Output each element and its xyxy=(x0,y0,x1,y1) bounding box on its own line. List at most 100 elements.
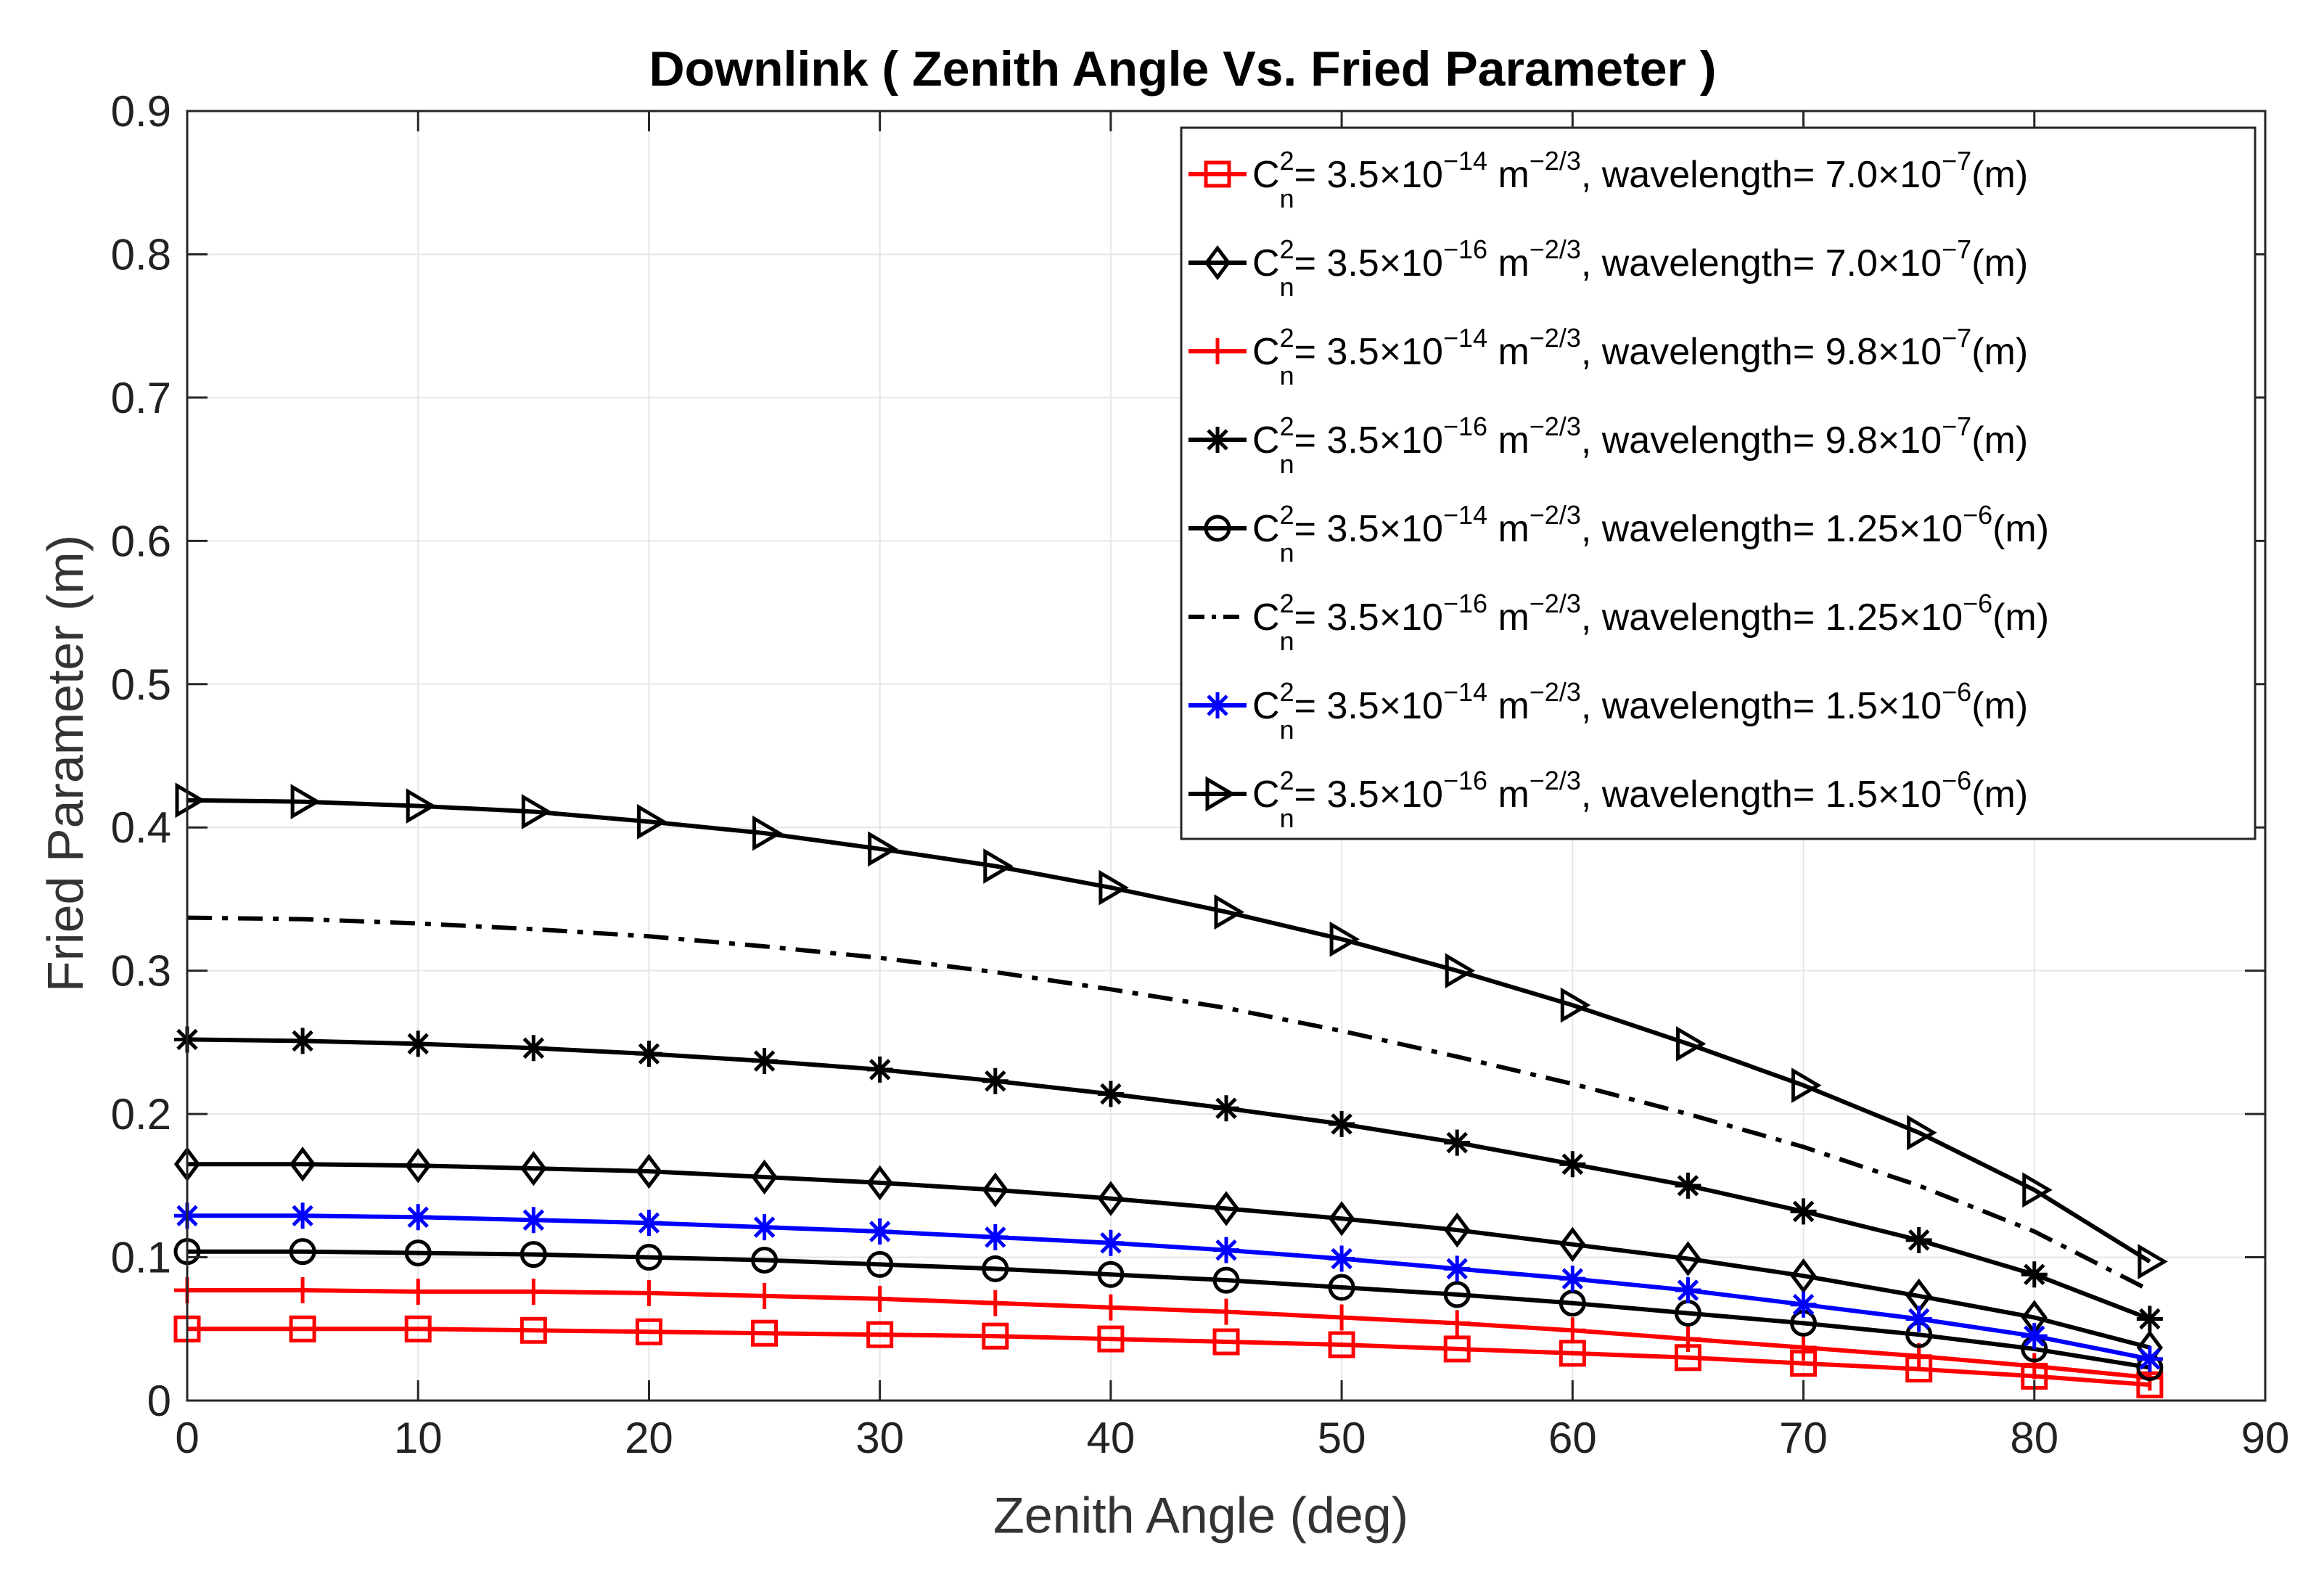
legend-superscript: 2 xyxy=(1280,411,1294,441)
data-point xyxy=(1444,1212,1471,1248)
y-tick-label: 0.5 xyxy=(111,660,171,709)
data-point xyxy=(1328,1274,1355,1301)
legend-superscript: −14 xyxy=(1443,677,1487,707)
data-point xyxy=(751,1048,778,1075)
legend-label: C2 n= 3.5×10−16 m−2/3, wavelength= 1.5×10… xyxy=(1252,766,2028,833)
legend-text-part: (m) xyxy=(1971,242,2028,284)
data-point xyxy=(2136,1305,2163,1332)
data-point xyxy=(406,788,437,824)
data-point xyxy=(1097,1325,1125,1353)
data-point xyxy=(290,1028,316,1054)
y-tick-label: 0.3 xyxy=(111,947,171,996)
data-point xyxy=(1329,921,1360,957)
series-3 xyxy=(174,1276,2163,1391)
legend-text-part: C xyxy=(1252,597,1280,639)
legend-superscript: −7 xyxy=(1942,323,1971,353)
data-point xyxy=(1097,1261,1125,1288)
data-point xyxy=(751,1214,778,1241)
series-layer xyxy=(173,782,2168,1398)
legend-text-part: = 3.5×10 xyxy=(1294,242,1443,284)
data-point xyxy=(751,1159,778,1195)
legend-subscript: n xyxy=(1280,449,1294,479)
x-tick-label: 30 xyxy=(855,1414,904,1462)
legend-text-part: m xyxy=(1487,419,1530,462)
data-point xyxy=(1559,1151,1586,1178)
data-point xyxy=(289,1147,316,1182)
x-tick-label: 80 xyxy=(2010,1414,2058,1462)
data-point xyxy=(1212,1328,1240,1356)
data-point xyxy=(866,1218,893,1245)
data-point xyxy=(405,1278,432,1305)
data-point xyxy=(752,815,783,851)
data-point xyxy=(520,1278,547,1305)
data-point xyxy=(636,1041,662,1067)
data-point xyxy=(2022,1172,2053,1208)
data-point xyxy=(1328,1331,1355,1358)
legend-label: C2 n= 3.5×10−16 m−2/3, wavelength= 7.0×10… xyxy=(1252,234,2028,302)
series-line xyxy=(187,1249,2151,1370)
legend-marker xyxy=(1204,245,1231,281)
data-point xyxy=(1675,1025,1707,1062)
legend-superscript: −16 xyxy=(1443,411,1487,441)
data-point xyxy=(1097,1294,1124,1321)
y-tick-label: 0.7 xyxy=(111,374,171,422)
data-point xyxy=(520,1150,547,1186)
series-line xyxy=(187,1213,2151,1361)
legend-subscript: n xyxy=(1280,626,1294,656)
legend-marker xyxy=(1205,776,1236,812)
legend-text-part: (m) xyxy=(1971,419,2028,462)
data-point xyxy=(982,1322,1009,1350)
data-point xyxy=(636,1153,662,1189)
data-point xyxy=(405,1204,432,1231)
data-point xyxy=(866,1165,893,1201)
legend-subscript: n xyxy=(1280,272,1294,302)
legend-superscript: −2/3 xyxy=(1530,234,1581,264)
legend-text-part: C xyxy=(1252,154,1280,196)
data-point xyxy=(1328,1201,1355,1237)
legend-superscript: 2 xyxy=(1280,146,1294,176)
legend-marker xyxy=(1204,692,1231,718)
data-point xyxy=(520,1241,547,1268)
data-point xyxy=(521,794,552,829)
legend-label: C2 n= 3.5×10−14 m−2/3, wavelength= 9.8×10… xyxy=(1252,323,2028,390)
y-axis-label: Fried Parameter (m) xyxy=(37,535,94,992)
data-point xyxy=(1097,1181,1125,1216)
legend-text-part: = 3.5×10 xyxy=(1294,419,1443,462)
data-point xyxy=(2136,1345,2163,1372)
x-axis-label: Zenith Angle (deg) xyxy=(993,1487,1408,1544)
data-point xyxy=(520,1316,547,1344)
data-point xyxy=(404,1239,432,1267)
legend-marker xyxy=(1204,427,1231,453)
y-tick-label: 0.2 xyxy=(111,1090,171,1139)
data-point xyxy=(1905,1305,1932,1332)
legend-text-part: = 3.5×10 xyxy=(1294,508,1443,550)
legend-superscript: −14 xyxy=(1443,323,1487,353)
legend-subscript: n xyxy=(1280,803,1294,833)
data-point xyxy=(1559,1317,1586,1344)
legend-text-part: , wavelength= 7.0×10 xyxy=(1581,242,1942,284)
series-line xyxy=(186,798,2151,1264)
legend-text-part: C xyxy=(1252,331,1280,373)
data-point xyxy=(2021,1261,2048,1288)
data-point xyxy=(290,784,321,820)
x-tick-label: 70 xyxy=(1779,1414,1828,1462)
legend-superscript: 2 xyxy=(1280,234,1294,264)
y-tick-label: 0.9 xyxy=(111,87,171,136)
data-point xyxy=(175,782,205,819)
data-point xyxy=(1907,1115,1937,1151)
x-tick-label: 40 xyxy=(1087,1414,1136,1462)
y-tick-label: 0.8 xyxy=(111,230,171,279)
legend-label: C2 n= 3.5×10−14 m−2/3, wavelength= 1.25×1… xyxy=(1252,500,2049,567)
data-point xyxy=(982,1067,1009,1094)
legend-item xyxy=(1188,776,1247,812)
legend-superscript: −7 xyxy=(1942,411,1971,441)
series-5 xyxy=(173,1238,2164,1382)
x-tick-label: 50 xyxy=(1318,1414,1366,1462)
data-point xyxy=(636,1279,662,1306)
y-tick-label: 0.6 xyxy=(111,517,171,565)
series-7 xyxy=(174,1202,2163,1372)
legend-superscript: −7 xyxy=(1942,234,1971,264)
data-point xyxy=(1790,1291,1817,1318)
data-point xyxy=(982,1255,1009,1282)
data-point xyxy=(1097,1229,1124,1256)
